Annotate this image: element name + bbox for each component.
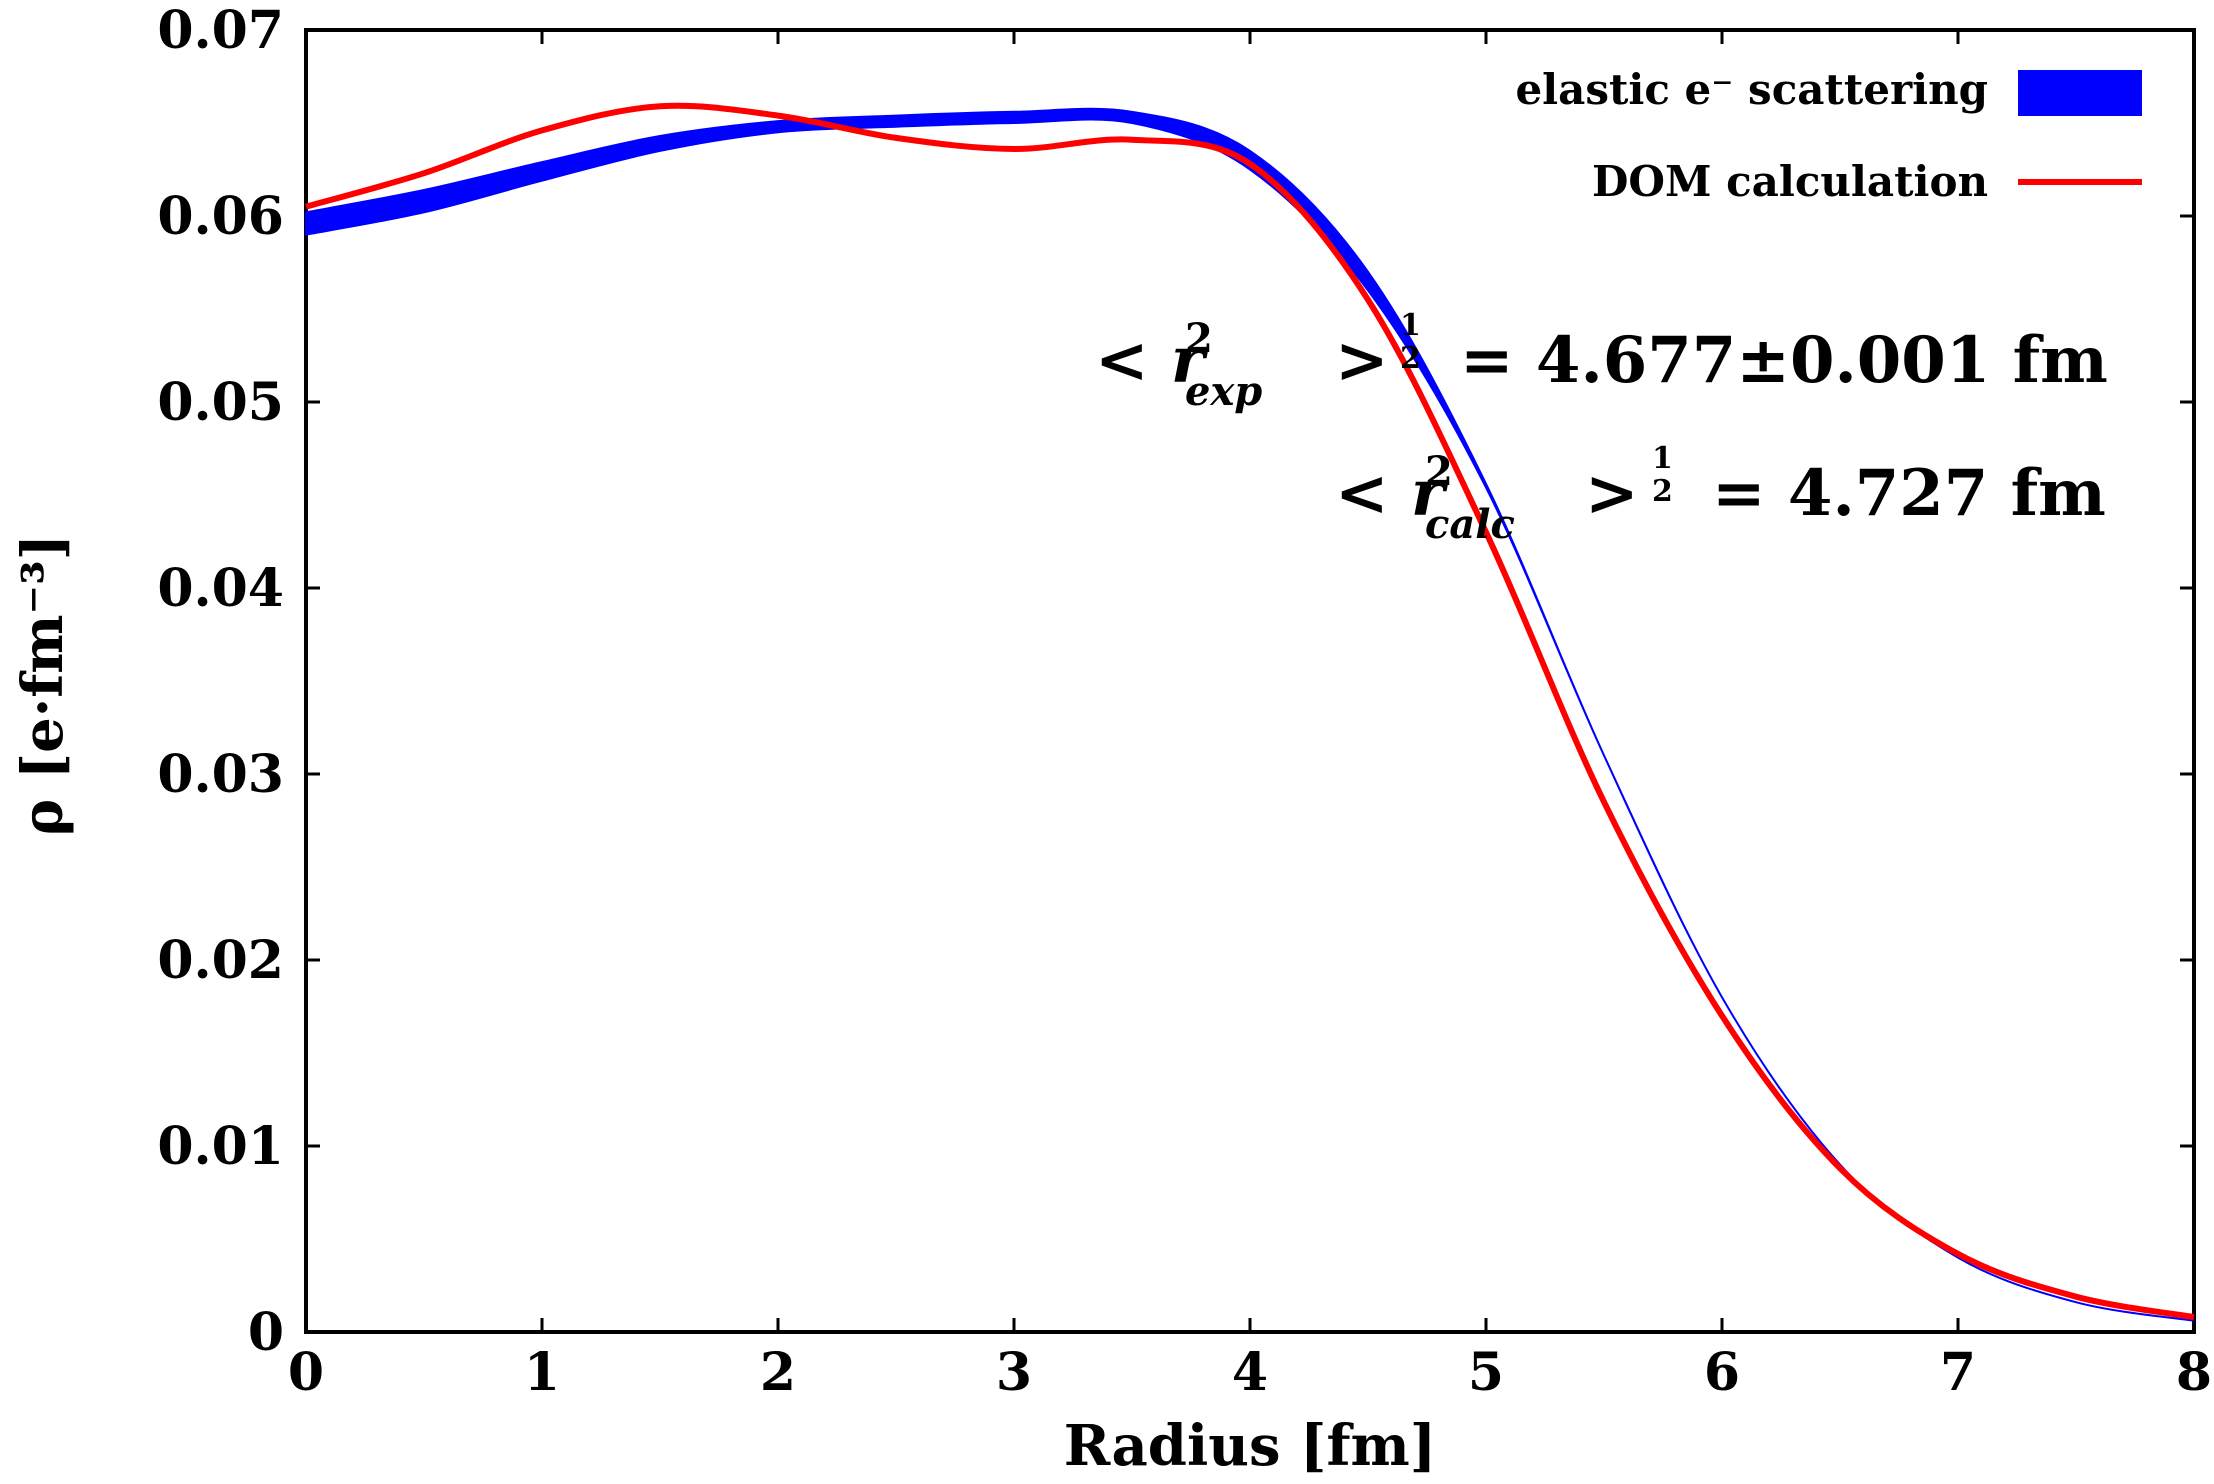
svg-text:< r 2 exp >: < r 2 exp > 1 2 = 4.677±0.001 fm [1095,276,2108,421]
x-tick-label: 3 [996,1342,1032,1403]
y-tick-label: 0.06 [157,186,284,247]
plot-frame [304,28,2196,1334]
y-tick-label: 0.07 [157,0,284,61]
x-tick-label: 6 [1704,1342,1740,1403]
ann-exp-sub: exp [1185,368,1262,415]
ann-exp-op: > [1335,323,1389,398]
ann-calc-lhs: < r [1335,456,1449,531]
annotation-exp: < r 2 exp > 1 2 = 4.677±0.001 fm [1095,276,2108,421]
ann-exp-sup: 2 [1185,315,1213,362]
legend-label-dom: DOM calculation [1592,157,1988,206]
ann-calc-num: 1 [1652,441,1673,476]
legend: elastic e⁻ scattering DOM calculation [1515,65,2142,206]
legend-swatch-scattering [2018,70,2142,116]
ann-exp-rhs: = 4.677±0.001 fm [1460,323,2108,398]
ann-exp-lhs: < r [1095,323,1209,398]
series-layer [305,102,2195,1322]
x-tick-label: 1 [524,1342,560,1403]
series-band-scattering [305,107,2195,1322]
ann-exp-den: 2 [1400,341,1421,376]
series-line-dom [305,102,2195,1321]
x-tick-label: 7 [1940,1342,1976,1403]
ann-calc-sup: 2 [1425,448,1453,495]
x-tick-label: 8 [2176,1342,2212,1403]
x-tick-label: 2 [760,1342,796,1403]
y-tick-label: 0.02 [157,930,284,991]
y-tick-label: 0.01 [157,1116,284,1177]
ann-calc-sub: calc [1425,501,1515,548]
ann-exp-num: 1 [1400,308,1421,343]
y-tick-label: 0.05 [157,372,284,433]
y-tick-label: 0.03 [157,744,284,805]
svg-text:< r 2 calc >: < r 2 calc > 1 2 = 4.727 fm [1335,409,2106,554]
axis-ticks: 0 1 2 3 4 5 6 7 800.010.020.030.040.050.060.07 [157,0,2212,1403]
x-tick-label: 5 [1468,1342,1504,1403]
y-axis-label: ρ [e·fm⁻³] [10,534,76,836]
y-tick-label: 0.04 [157,558,284,619]
annotation-calc: < r 2 calc > 1 2 = 4.727 fm [1335,409,2106,554]
y-tick-label: 0 [248,1302,284,1363]
ann-calc-den: 2 [1652,474,1673,509]
plot-area [304,28,2196,1334]
x-tick-label: 4 [1232,1342,1268,1403]
x-tick-label: 0 [288,1342,324,1403]
legend-label-scattering: elastic e⁻ scattering [1515,65,1988,114]
x-axis-label: Radius [fm] [1064,1413,1437,1479]
ann-calc-op: > [1585,456,1639,531]
ann-calc-rhs: = 4.727 fm [1712,456,2106,531]
